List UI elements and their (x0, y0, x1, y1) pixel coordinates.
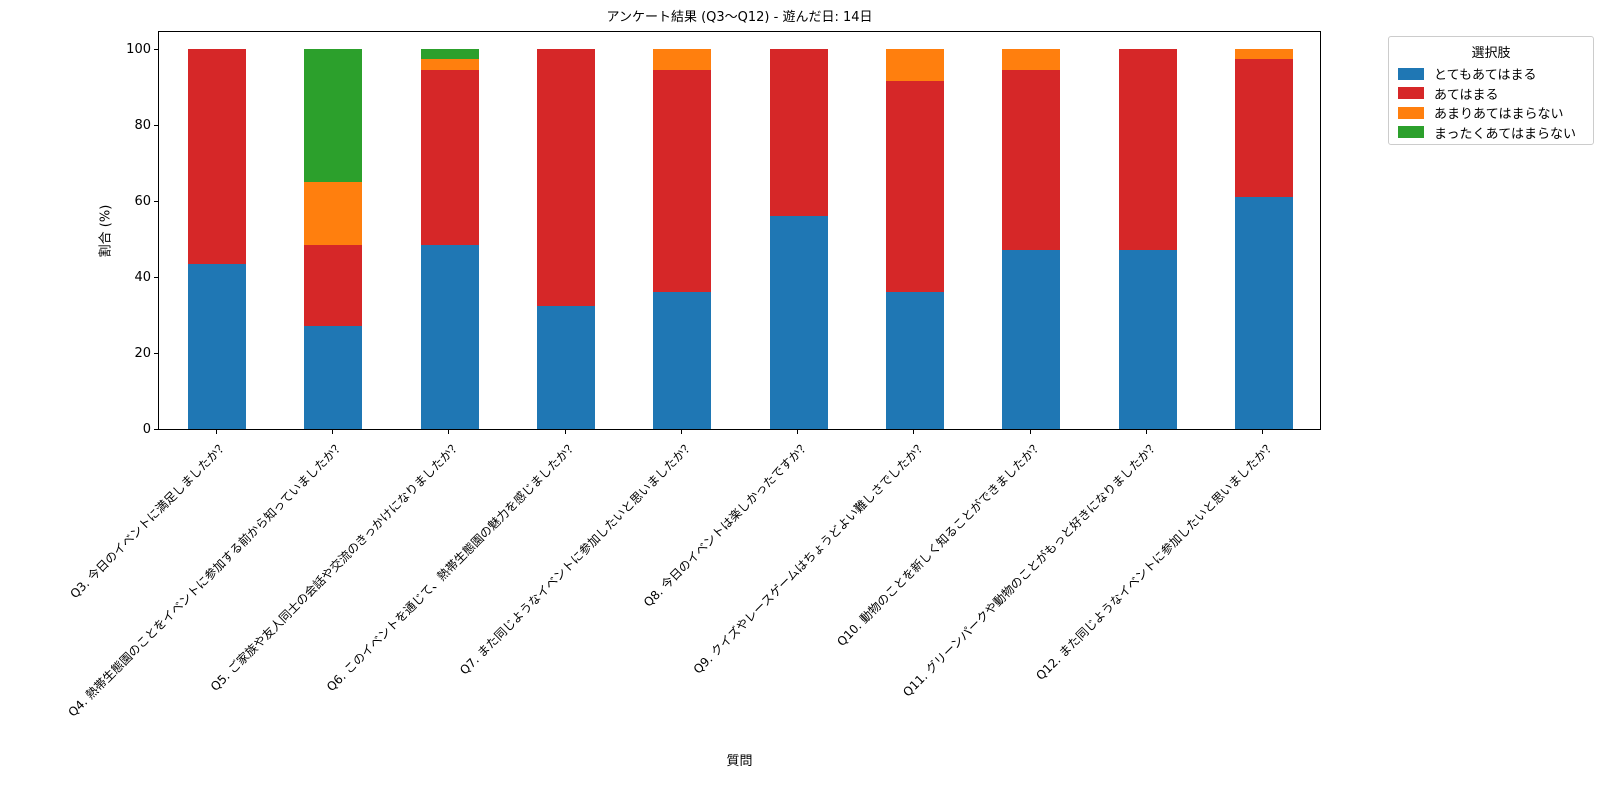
x-tick-label: Q11. グリーンパークや動物のことがもっと好きになりましたか？ (900, 438, 1162, 700)
bar-segment (769, 49, 828, 217)
y-tick-label: 80 (134, 118, 151, 133)
legend-item-label: とてもあてはまる (1434, 68, 1537, 84)
x-tick-mark (913, 430, 915, 434)
x-tick-mark (331, 430, 333, 434)
bar-segment (1118, 49, 1177, 251)
legend-row: まったくあてはまらない (1389, 123, 1593, 143)
legend-swatch (1398, 87, 1424, 100)
bar-segment (769, 216, 828, 429)
bar-segment (420, 69, 479, 245)
legend-row: あまりあてはまらない (1389, 103, 1593, 123)
bar-segment (188, 263, 247, 429)
plot-area (158, 31, 1321, 430)
bar-segment (304, 326, 363, 429)
bar-segment (188, 49, 247, 264)
legend-item-label: あてはまる (1434, 87, 1499, 103)
bar-segment (1002, 250, 1061, 429)
y-tick-mark (154, 49, 158, 50)
bar-segment (537, 49, 596, 306)
bar-segment (1002, 49, 1061, 70)
bar-segment (304, 244, 363, 327)
bar-segment (653, 292, 712, 429)
x-tick-mark (680, 430, 682, 434)
y-tick-label: 20 (134, 346, 151, 361)
bar-segment (653, 49, 712, 70)
y-tick-mark (154, 277, 158, 278)
bar-segment (1118, 250, 1177, 429)
y-tick-mark (154, 201, 158, 202)
x-tick-label: Q7. また同じようなイベントに参加したいと思いましたか？ (456, 438, 697, 678)
legend-title: 選択肢 (1471, 46, 1511, 61)
x-tick-mark (215, 430, 217, 434)
x-tick-label: Q12. また同じようなイベントに参加したいと思いましたか？ (1032, 438, 1278, 683)
y-tick-label: 0 (142, 422, 151, 437)
legend-row: とてもあてはまる (1389, 64, 1593, 84)
bar-segment (1002, 69, 1061, 251)
x-tick-mark (1146, 430, 1148, 434)
bar-segment (653, 69, 712, 293)
x-tick-mark (1262, 430, 1264, 434)
bar-segment (304, 49, 363, 182)
y-tick-mark (154, 429, 158, 430)
legend-row: あてはまる (1389, 84, 1593, 104)
bar-segment (420, 49, 479, 59)
y-axis-label: 割合 (%) (98, 204, 114, 258)
bar-segment (885, 49, 944, 82)
bar-segment (885, 292, 944, 429)
legend-item-label: まったくあてはまらない (1434, 126, 1576, 142)
x-tick-mark (564, 430, 566, 434)
bar-segment (304, 182, 363, 245)
x-tick-mark (448, 430, 450, 434)
legend-swatch (1398, 126, 1424, 139)
y-tick-label: 60 (134, 194, 151, 209)
bar-segment (1234, 58, 1293, 198)
x-axis-label: 質問 (726, 754, 753, 769)
x-tick-label: Q9. クイズやレースゲームはちょうどよい難しさでしたか？ (690, 438, 929, 677)
bar-segment (1234, 197, 1293, 429)
y-tick-mark (154, 125, 158, 126)
x-tick-label: Q4. 熱帯生態園のことをイベントに参加する前から知っていましたか？ (65, 438, 348, 720)
legend-swatch (1398, 106, 1424, 119)
x-tick-label: Q10. 動物のことを新しく知ることができましたか？ (834, 438, 1046, 649)
x-tick-label: Q6. このイベントを通じて、熱帯生態園の魅力を感じましたか？ (323, 438, 580, 695)
bar-segment (537, 305, 596, 429)
y-tick-label: 40 (134, 270, 151, 285)
bar-segment (1234, 49, 1293, 59)
legend: 選択肢 とてもあてはまる あてはまるあまりあてはまらない まったくあてはまらない (1388, 36, 1594, 145)
bar-segment (420, 58, 479, 70)
y-tick-label: 100 (126, 42, 151, 57)
x-tick-mark (1029, 430, 1031, 434)
chart-title: アンケート結果 (Q3〜Q12) - 遊んだ日: 14日 (606, 10, 873, 25)
bar-segment (420, 244, 479, 429)
y-tick-mark (154, 353, 158, 354)
bar-segment (885, 81, 944, 293)
x-tick-mark (797, 430, 799, 434)
legend-items: とてもあてはまる あてはまるあまりあてはまらない まったくあてはまらない (1389, 64, 1593, 142)
x-tick-label: Q5. ご家族や友人同士の会話や交流のきっかけになりましたか？ (207, 438, 464, 694)
legend-swatch (1398, 67, 1424, 80)
legend-item-label: あまりあてはまらない (1434, 107, 1564, 123)
